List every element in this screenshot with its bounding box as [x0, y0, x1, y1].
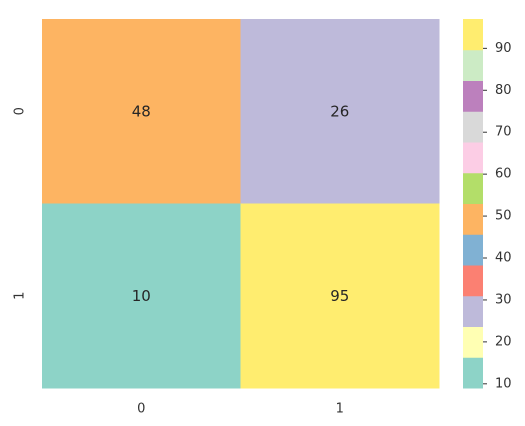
colorbar-tick-label: 50	[495, 209, 512, 224]
colorbar-segment	[463, 203, 483, 235]
heatmap-cell-r0-c1	[240, 19, 440, 204]
y-tick-label: 1	[13, 292, 28, 300]
y-tick-label: 0	[13, 107, 28, 115]
colorbar-segment	[463, 49, 483, 81]
cell-value-label: 26	[330, 102, 349, 120]
heatmap-cell-r1-c0	[42, 203, 241, 389]
colorbar-tick-label: 90	[495, 41, 512, 56]
colorbar-segment	[463, 295, 483, 327]
colorbar-tick-label: 60	[495, 167, 512, 182]
colorbar-segment	[463, 234, 483, 266]
cell-value-label: 10	[132, 287, 151, 305]
colorbar-tick-label: 30	[495, 292, 512, 307]
colorbar-tick-label: 40	[495, 251, 512, 266]
colorbar-segment	[463, 19, 483, 51]
heatmap-cell-labels: 48 26 10 95	[132, 102, 350, 305]
y-axis-ticks: 01	[13, 107, 28, 300]
colorbar-segment	[463, 357, 483, 389]
colorbar-segment	[463, 80, 483, 112]
colorbar-tick-label: 20	[495, 334, 512, 349]
heatmap-cells	[42, 19, 440, 389]
colorbar	[463, 19, 483, 389]
colorbar-tick-label: 70	[495, 125, 512, 140]
heatmap-cell-r0-c0	[42, 19, 241, 204]
cell-value-label: 48	[132, 102, 151, 120]
x-tick-label: 1	[336, 402, 344, 417]
colorbar-segment	[463, 265, 483, 297]
colorbar-segment	[463, 142, 483, 174]
colorbar-ticks: 10 20 30 40 50 60 70 80 90	[483, 41, 512, 391]
colorbar-segment	[463, 326, 483, 358]
x-tick-label: 0	[137, 402, 145, 417]
colorbar-tick-label: 80	[495, 83, 512, 98]
colorbar-segment	[463, 111, 483, 143]
colorbar-tick-label: 10	[495, 376, 512, 391]
colorbar-segment	[463, 172, 483, 204]
cell-value-label: 95	[330, 287, 349, 305]
heatmap-cell-r1-c1	[240, 203, 440, 389]
